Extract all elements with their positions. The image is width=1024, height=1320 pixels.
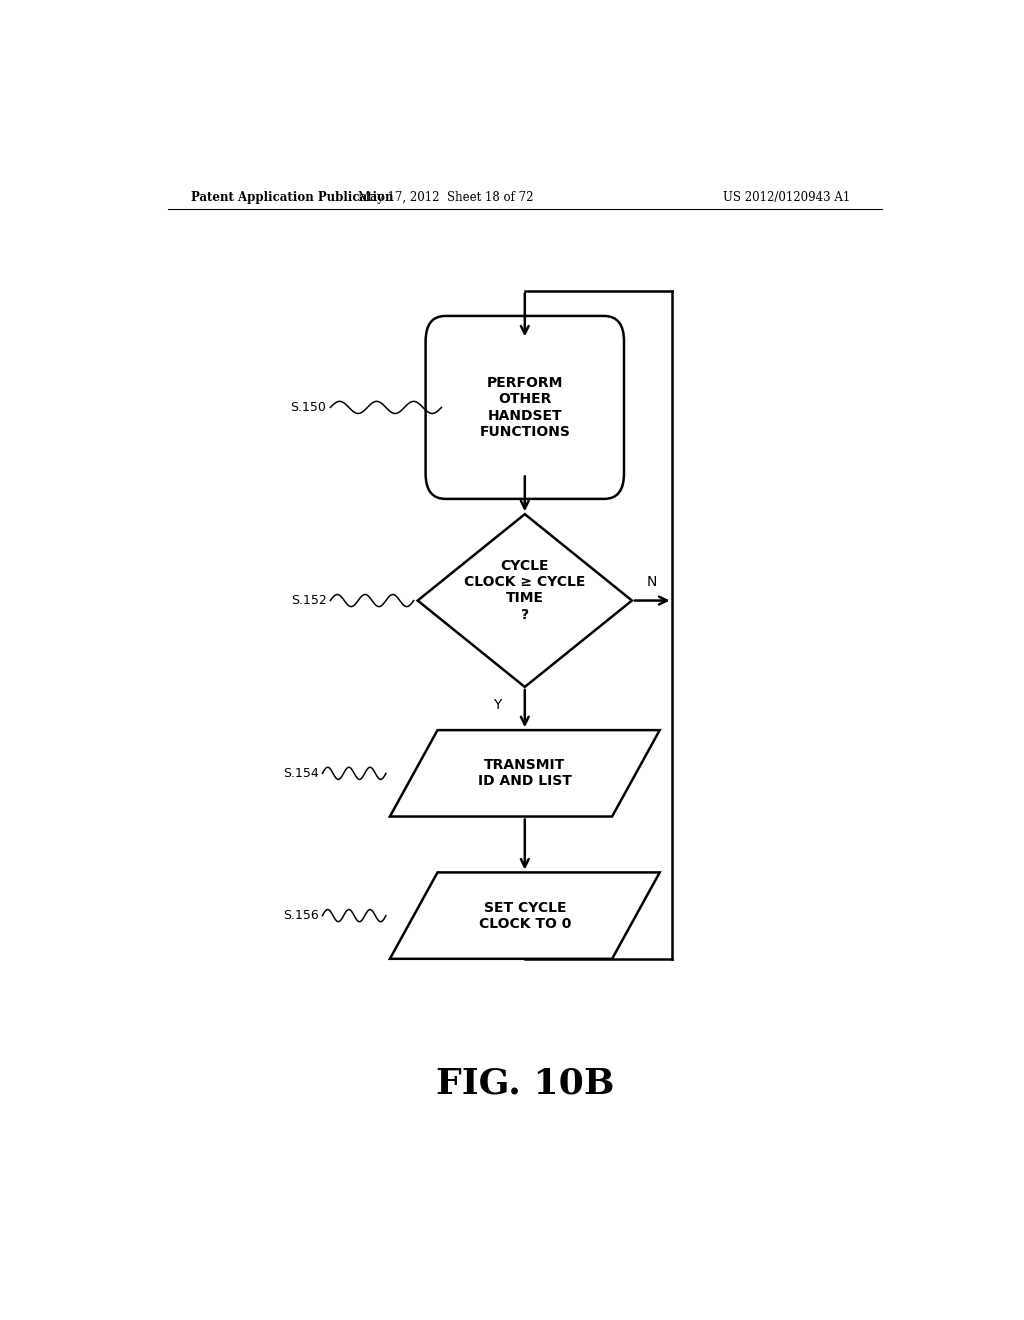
FancyBboxPatch shape <box>426 315 624 499</box>
Text: S.152: S.152 <box>291 594 327 607</box>
Text: FIG. 10B: FIG. 10B <box>435 1067 614 1101</box>
Polygon shape <box>418 515 632 686</box>
Text: N: N <box>646 576 657 589</box>
Text: Patent Application Publication: Patent Application Publication <box>191 190 394 203</box>
Text: S.156: S.156 <box>283 909 318 923</box>
Text: S.150: S.150 <box>291 401 327 414</box>
Text: S.154: S.154 <box>283 767 318 780</box>
Text: TRANSMIT
ID AND LIST: TRANSMIT ID AND LIST <box>478 758 571 788</box>
Polygon shape <box>390 730 659 817</box>
Text: CYCLE
CLOCK ≥ CYCLE
TIME
?: CYCLE CLOCK ≥ CYCLE TIME ? <box>464 560 586 622</box>
Text: US 2012/0120943 A1: US 2012/0120943 A1 <box>723 190 851 203</box>
Polygon shape <box>390 873 659 958</box>
Text: May 17, 2012  Sheet 18 of 72: May 17, 2012 Sheet 18 of 72 <box>357 190 534 203</box>
Text: PERFORM
OTHER
HANDSET
FUNCTIONS: PERFORM OTHER HANDSET FUNCTIONS <box>479 376 570 438</box>
Text: SET CYCLE
CLOCK TO 0: SET CYCLE CLOCK TO 0 <box>478 900 571 931</box>
Text: Y: Y <box>493 698 501 713</box>
